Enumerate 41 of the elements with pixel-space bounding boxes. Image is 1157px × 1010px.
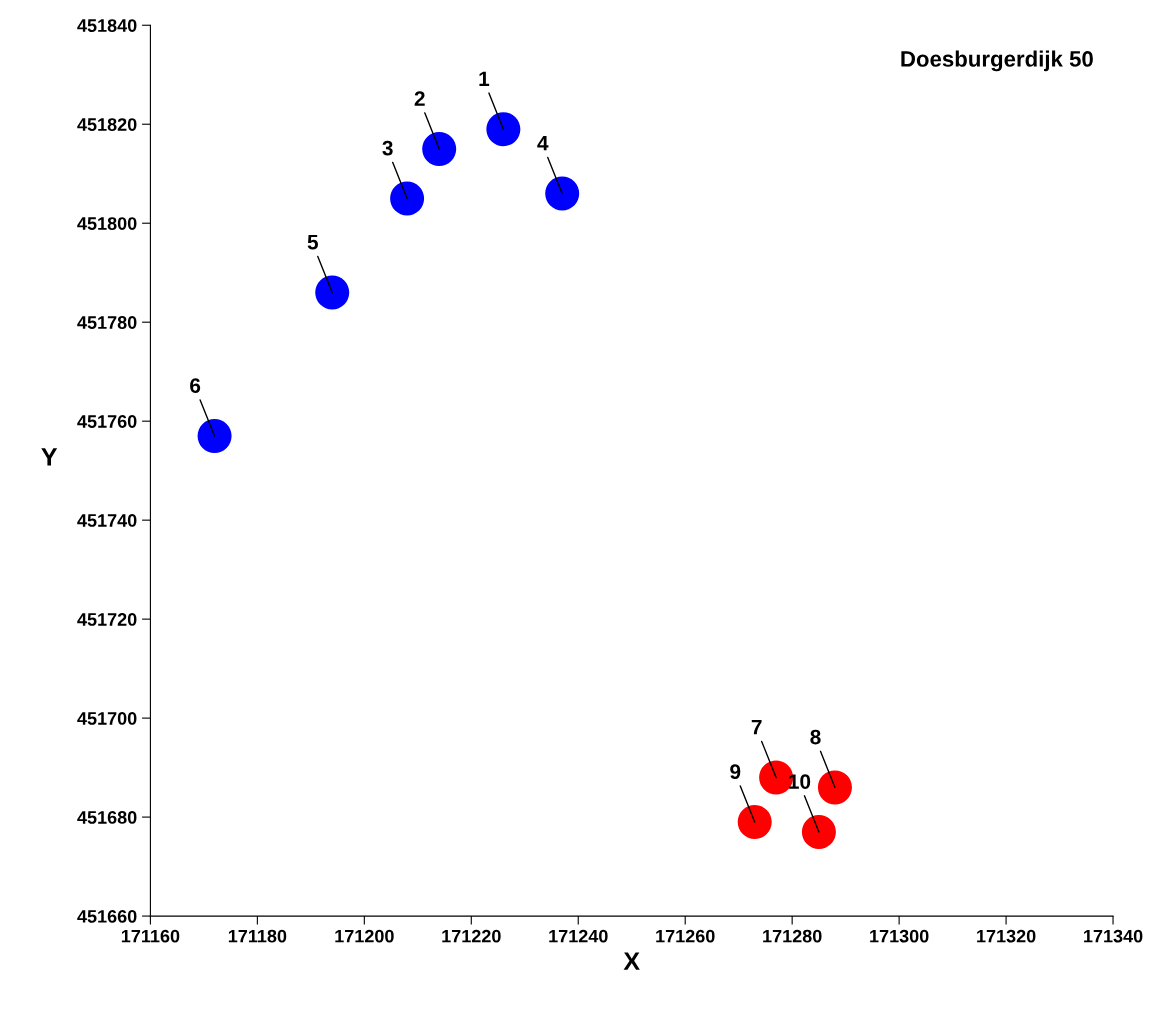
annotation: 4	[537, 135, 549, 151]
y-tick-label: 451680	[77, 811, 137, 824]
point	[197, 419, 232, 454]
annotation: 3	[382, 140, 393, 156]
point	[486, 112, 521, 147]
annotation: 2	[414, 91, 425, 106]
annotation: 8	[810, 729, 821, 745]
y-tick-label: 451820	[77, 118, 137, 131]
point	[422, 131, 457, 166]
y-tick-label: 451720	[77, 613, 137, 626]
y-tick-label: 451840	[77, 19, 137, 32]
point	[737, 805, 772, 840]
x-tick-label: 171280	[763, 929, 822, 943]
point	[390, 181, 425, 216]
point	[801, 814, 836, 849]
y-tick-label: 451740	[77, 514, 137, 527]
y-axis-title: Y	[41, 448, 58, 466]
y-tick-label: 451800	[77, 217, 137, 230]
x-tick-label: 171300	[870, 929, 929, 943]
x-tick-label: 171260	[656, 929, 715, 943]
annotation: 1	[479, 71, 490, 86]
x-axis-title: X	[623, 952, 640, 970]
y-tick-label: 451660	[77, 910, 137, 923]
x-tick-label: 171200	[335, 929, 394, 943]
y-tick-label: 451700	[77, 712, 137, 725]
point	[315, 275, 350, 310]
annotation: 5	[307, 234, 319, 250]
y-tick-label: 451760	[77, 415, 137, 428]
x-tick-label: 171160	[121, 929, 180, 943]
annotation: 9	[730, 764, 741, 780]
x-tick-label: 171180	[228, 929, 287, 943]
text: Doesburgerdijk 50	[901, 50, 1093, 72]
y-tick-label: 451780	[77, 316, 137, 329]
x-tick-label: 171240	[549, 929, 608, 943]
annotation: 7	[751, 719, 762, 735]
point	[545, 176, 580, 211]
x-tick-label: 171220	[442, 929, 501, 943]
point	[817, 770, 852, 805]
x-tick-label: 171320	[977, 929, 1036, 943]
x-tick-label: 171340	[1084, 929, 1143, 943]
annotation: 6	[190, 378, 201, 394]
